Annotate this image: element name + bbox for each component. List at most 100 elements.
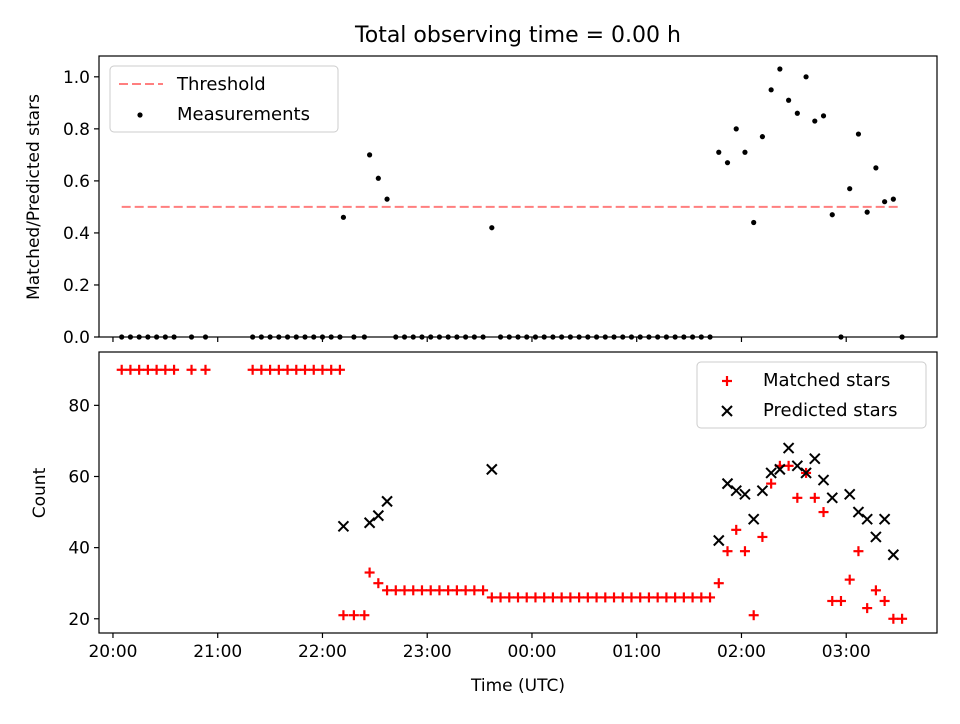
predicted-star-point — [870, 531, 882, 543]
matched-star-point — [478, 585, 489, 596]
predicted-star-stroke-b — [817, 474, 830, 486]
matched-star-point — [835, 595, 846, 606]
predicted-star-stroke-b — [363, 517, 376, 529]
matched-star-point — [256, 364, 267, 375]
measurement-point — [855, 131, 862, 137]
ytick-label: 0.8 — [63, 120, 90, 140]
matched-star-point — [565, 592, 576, 603]
predicted-star-stroke-b — [791, 460, 804, 472]
predicted-star-stroke-b — [774, 463, 786, 476]
matched-star-point — [338, 610, 349, 621]
predicted-star-stroke-b — [844, 488, 856, 500]
legend-matched-swatch — [722, 376, 732, 386]
matched-star-point — [539, 592, 550, 603]
matched-star-point — [521, 592, 532, 603]
ytick-label: 60 — [68, 467, 90, 487]
measurement-point — [829, 212, 835, 218]
matched-star-point — [300, 364, 311, 375]
matched-star-point — [600, 592, 611, 603]
predicted-star-point — [861, 513, 873, 525]
measurement-point — [786, 97, 792, 103]
predicted-star-point — [381, 495, 393, 508]
bottom-legend-box — [696, 361, 927, 429]
matched-star-point — [425, 585, 436, 596]
predicted-star-stroke-b — [713, 534, 725, 547]
xtick-label: 22:00 — [298, 642, 347, 662]
matched-star-point — [844, 574, 855, 585]
bottom-xticks: 20:00 21:00 22:00 23:00 00:00 01:00 02:00 03:00 — [88, 633, 871, 662]
matched-star-point — [495, 592, 506, 603]
predicted-star-stroke-b — [826, 492, 838, 504]
matched-star-point — [827, 595, 838, 606]
top-yticks: 0.0 0.2 0.4 0.6 0.8 1.0 — [63, 68, 99, 348]
matched-star-point — [116, 364, 127, 375]
measurement-point — [751, 219, 757, 226]
top-legend-box — [109, 65, 339, 133]
predicted-star-stroke-b — [870, 531, 882, 543]
bottom-ylabel: Count — [30, 467, 50, 518]
matched-star-point — [670, 592, 681, 603]
matched-star-point — [783, 460, 794, 471]
matched-star-point — [513, 592, 523, 603]
ytick-label: 0.4 — [63, 224, 90, 244]
matched-star-point — [757, 531, 768, 542]
measurement-point — [820, 113, 827, 119]
xtick-label: 02:00 — [717, 642, 766, 662]
bottom-xlabel: Time (UTC) — [470, 676, 565, 696]
measurement-point — [873, 165, 879, 171]
predicted-star-point — [337, 520, 350, 532]
matched-star-point — [504, 592, 515, 603]
matched-star-point — [661, 592, 672, 603]
predicted-star-point — [852, 506, 865, 518]
matched-star-point — [748, 610, 759, 621]
measurement-point — [367, 152, 373, 158]
matched-star-point — [125, 364, 136, 375]
legend-measurements-swatch — [137, 112, 143, 118]
predicted-star-stroke-b — [372, 509, 385, 522]
chart-title: Total observing time = 0.00 h — [354, 23, 681, 48]
predicted-star-point — [887, 549, 900, 561]
matched-star-point — [373, 578, 384, 589]
predicted-star-point — [765, 467, 777, 479]
predicted-star-stroke-b — [730, 485, 742, 497]
matched-star-point — [408, 585, 419, 596]
ytick-label: 0.6 — [63, 172, 90, 192]
matched-star-point — [879, 595, 890, 606]
measurement-point — [768, 87, 774, 93]
predicted-star-stroke-b — [887, 549, 900, 561]
matched-star-point — [151, 364, 162, 375]
ytick-label: 0.0 — [63, 328, 90, 348]
predicted-star-point — [756, 485, 769, 497]
measurement-point — [724, 160, 731, 166]
ytick-label: 0.2 — [63, 276, 90, 296]
matched-star-point — [434, 585, 445, 596]
ytick-label: 1.0 — [63, 68, 90, 88]
predicted-star-point — [730, 485, 742, 497]
predicted-star-point — [363, 517, 376, 529]
bottom-axes-frame — [98, 351, 938, 634]
legend-measurements-label: Measurements — [177, 104, 310, 125]
ytick-label: 40 — [68, 539, 90, 559]
matched-star-point — [722, 546, 733, 557]
matched-star-point — [635, 592, 646, 603]
predicted-star-point — [878, 513, 891, 525]
predicted-star-point — [826, 492, 838, 504]
matched-star-point — [696, 592, 707, 603]
matched-star-point — [853, 546, 864, 557]
xtick-label: 01:00 — [612, 642, 661, 662]
matched-star-point — [678, 592, 689, 603]
predicted-star-point — [486, 463, 498, 476]
matched-star-point — [731, 524, 742, 535]
legend-predicted-swatch — [721, 405, 733, 417]
predicted-star-point — [774, 463, 786, 476]
matched-star-point — [818, 507, 829, 518]
matched-star-point — [705, 592, 716, 603]
matched-star-point — [451, 585, 462, 596]
predicted-star-point — [372, 509, 385, 522]
matched-star-point — [469, 585, 480, 596]
predicted-star-point — [721, 477, 734, 490]
matched-star-point — [687, 592, 698, 603]
measurement-point — [742, 149, 748, 155]
ytick-label: 20 — [68, 610, 90, 630]
matched-star-point — [359, 610, 370, 621]
